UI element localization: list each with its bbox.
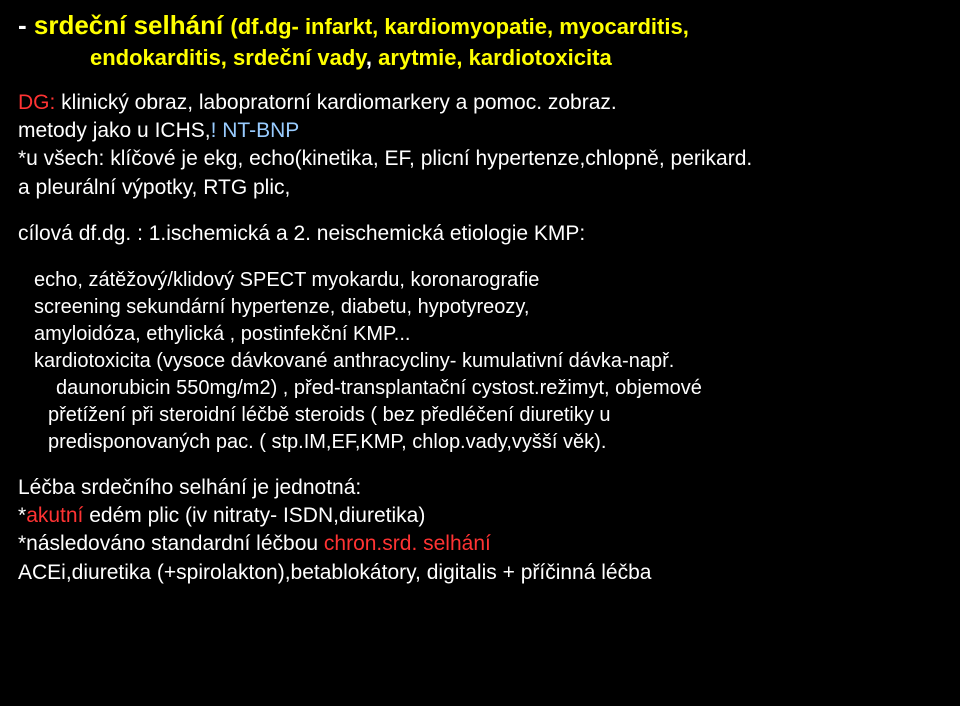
dash: -: [18, 10, 34, 40]
acei-line: ACEi,diuretika (+spirolakton),betablokát…: [18, 559, 942, 587]
title-bold: srdeční selhání: [34, 10, 231, 40]
spacer: [18, 249, 942, 267]
heading-line1: - srdeční selhání (df.dg- infarkt, kardi…: [18, 8, 942, 43]
akut-red: akutní: [26, 504, 83, 527]
spacer: [18, 202, 942, 220]
nasled-red: chron.srd. selhání: [324, 532, 491, 555]
cilova-line: cílová df.dg. : 1.ischemická a 2. neisch…: [18, 220, 942, 248]
akut-rest: edém plic (iv nitraty- ISDN,diuretika): [83, 504, 425, 527]
nasled-line: *následováno standardní léčbou chron.srd…: [18, 530, 942, 558]
kardio-line: kardiotoxicita (vysoce dávkované anthrac…: [18, 348, 942, 375]
metody-text: metody jako u ICHS,: [18, 119, 211, 142]
predisp-line: predisponovaných pac. ( stp.IM,EF,KMP, c…: [18, 429, 942, 456]
title-paren: (df.dg- infarkt, kardiomyopatie, myocard…: [230, 14, 688, 39]
apleur-line: a pleurální výpotky, RTG plic,: [18, 174, 942, 202]
dg-text: klinický obraz, labopratorní kardiomarke…: [61, 91, 617, 114]
spacer: [18, 73, 942, 89]
nasled-pre: *následováno standardní léčbou: [18, 532, 324, 555]
spacer: [18, 456, 942, 474]
uvsech-line: *u všech: klíčové je ekg, echo(kinetika,…: [18, 145, 942, 173]
dg-line: DG: klinický obraz, labopratorní kardiom…: [18, 89, 942, 117]
dg-label: DG:: [18, 91, 61, 114]
screening-line: screening sekundární hypertenze, diabetu…: [18, 294, 942, 321]
akut-star: *: [18, 504, 26, 527]
metody-line: metody jako u ICHS,! NT-BNP: [18, 117, 942, 145]
ntbnp-text: ! NT-BNP: [211, 119, 300, 142]
heading-l2a: endokarditis, srdeční vady: [90, 45, 366, 70]
echo-line: echo, zátěžový/klidový SPECT myokardu, k…: [18, 267, 942, 294]
lecba-head: Léčba srdečního selhání je jednotná:: [18, 474, 942, 502]
heading-tail: arytmie, kardiotoxicita: [378, 45, 612, 70]
slide-content: - srdeční selhání (df.dg- infarkt, kardi…: [0, 0, 960, 595]
heading-comma: ,: [366, 45, 378, 70]
pretiz-line: přetížení při steroidní léčbě steroids (…: [18, 402, 942, 429]
heading-line2: endokarditis, srdeční vady, arytmie, kar…: [18, 43, 942, 73]
dauno-line: daunorubicin 550mg/m2) , před-transplant…: [18, 375, 942, 402]
akutni-line: *akutní edém plic (iv nitraty- ISDN,diur…: [18, 502, 942, 530]
amyl-line: amyloidóza, ethylická , postinfekční KMP…: [18, 321, 942, 348]
